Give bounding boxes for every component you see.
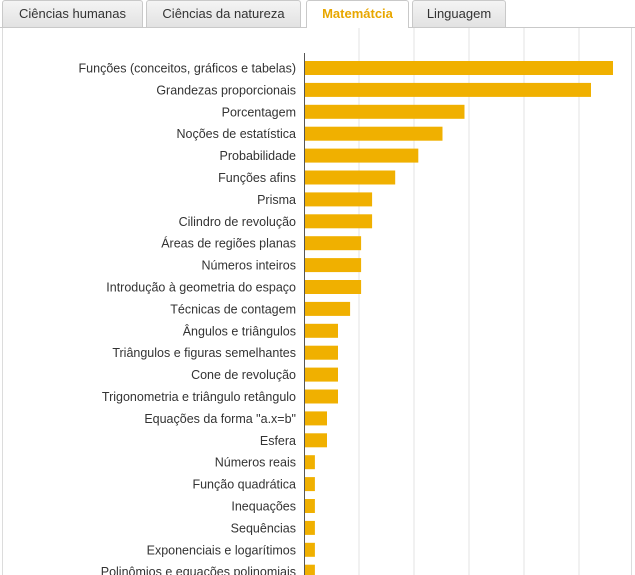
bar[interactable] bbox=[305, 104, 465, 119]
bar-chart: Funções (conceitos, gráficos e tabelas) G… bbox=[79, 28, 613, 575]
bar[interactable] bbox=[305, 236, 362, 251]
bar[interactable] bbox=[305, 280, 362, 294]
category-label: Esfera bbox=[260, 434, 296, 448]
category-label: Ângulos e triângulos bbox=[183, 323, 296, 338]
bar[interactable] bbox=[305, 148, 419, 163]
bar[interactable] bbox=[305, 345, 338, 360]
category-label: Probabilidade bbox=[220, 149, 296, 163]
bar[interactable] bbox=[305, 520, 315, 535]
category-label: Cilindro de revolução bbox=[179, 215, 296, 229]
tab-bar: Ciências humanas Ciências da natureza Ma… bbox=[0, 0, 635, 28]
bar[interactable] bbox=[305, 61, 613, 75]
category-label: Inequações bbox=[231, 500, 296, 514]
category-label: Números inteiros bbox=[202, 259, 296, 273]
category-label: Triângulos e figuras semelhantes bbox=[112, 346, 296, 360]
bar[interactable] bbox=[305, 126, 443, 141]
bar[interactable] bbox=[305, 455, 315, 470]
bar[interactable] bbox=[305, 258, 362, 273]
bar[interactable] bbox=[305, 214, 373, 229]
category-label: Trigonometria e triângulo retângulo bbox=[102, 390, 296, 404]
category-label: Prisma bbox=[257, 193, 296, 207]
category-label: Técnicas de contagem bbox=[170, 302, 296, 316]
category-label: Noções de estatística bbox=[176, 127, 296, 141]
category-label: Equações da forma "a.x=b" bbox=[144, 412, 296, 426]
bar[interactable] bbox=[305, 170, 396, 185]
bar[interactable] bbox=[305, 499, 315, 513]
tab-ciencias-humanas[interactable]: Ciências humanas bbox=[2, 0, 143, 27]
category-label: Exponenciais e logarítimos bbox=[147, 543, 296, 557]
bar[interactable] bbox=[305, 82, 591, 97]
tab-linguagem[interactable]: Linguagem bbox=[412, 0, 506, 27]
tab-matematica[interactable]: Matemátcia bbox=[306, 0, 409, 28]
bar[interactable] bbox=[305, 301, 351, 316]
category-label: Porcentagem bbox=[222, 105, 296, 119]
bar[interactable] bbox=[305, 192, 373, 207]
chart-panel: Funções (conceitos, gráficos e tabelas) G… bbox=[2, 28, 632, 575]
category-label: Cone de revolução bbox=[191, 368, 296, 382]
category-label: Áreas de regiões planas bbox=[161, 236, 296, 251]
category-label: Números reais bbox=[215, 456, 296, 470]
bar[interactable] bbox=[305, 564, 315, 575]
category-label: Grandezas proporcionais bbox=[156, 83, 296, 97]
tab-ciencias-da-natureza[interactable]: Ciências da natureza bbox=[146, 0, 301, 27]
category-label: Função quadrática bbox=[192, 478, 296, 492]
bar[interactable] bbox=[305, 477, 315, 492]
category-label: Funções (conceitos, gráficos e tabelas) bbox=[79, 62, 296, 76]
category-label: Sequências bbox=[231, 521, 296, 535]
bar[interactable] bbox=[305, 433, 327, 448]
category-label: Funções afins bbox=[218, 171, 296, 185]
bar[interactable] bbox=[305, 323, 338, 338]
bar[interactable] bbox=[305, 542, 315, 557]
bar[interactable] bbox=[305, 411, 327, 426]
bar[interactable] bbox=[305, 389, 338, 404]
category-label: Introdução à geometria do espaço bbox=[106, 281, 296, 295]
category-label: Polinômios e equações polinomiais bbox=[101, 565, 296, 575]
bar[interactable] bbox=[305, 367, 338, 382]
